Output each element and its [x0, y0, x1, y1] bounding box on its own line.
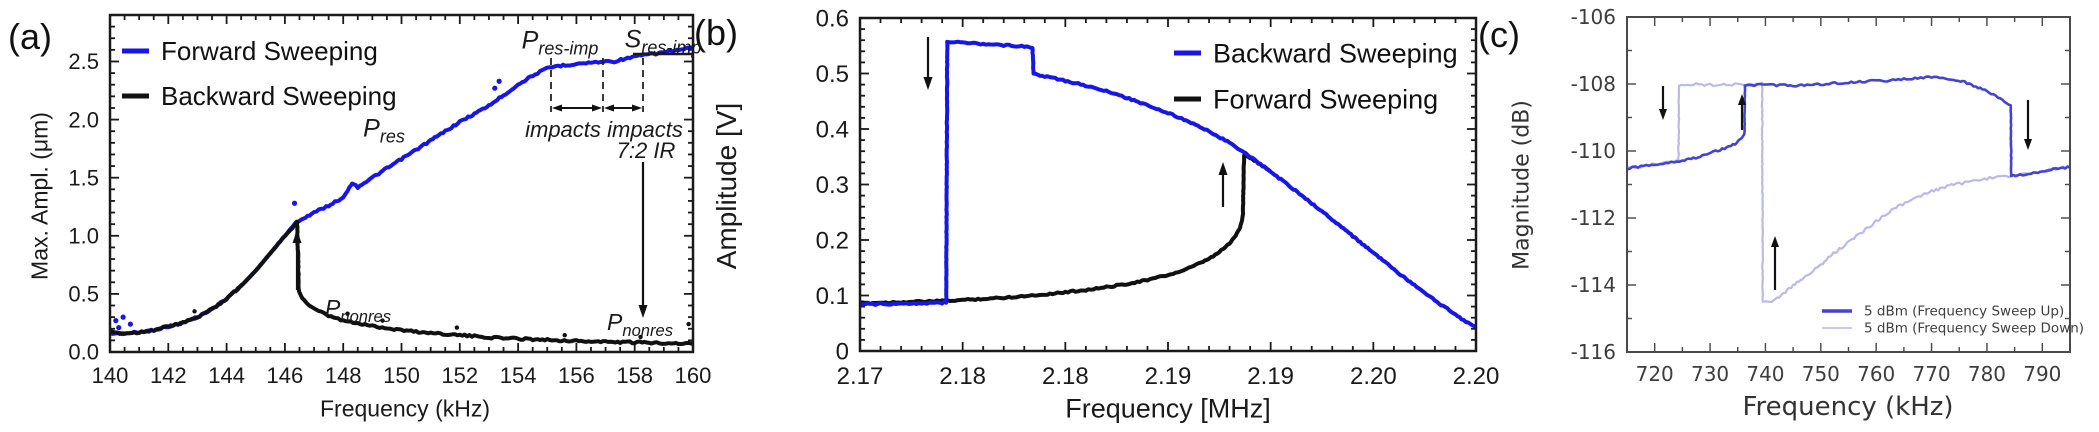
arrowhead	[1771, 236, 1779, 247]
x-tick-label: 2.19	[1247, 363, 1294, 390]
x-tick-label: 2.18	[939, 363, 986, 390]
scatter-point	[192, 309, 197, 314]
scatter-point	[686, 321, 691, 327]
x-tick-label: 160	[675, 363, 712, 388]
legend-label-forward-sweeping: Forward Sweeping	[1213, 84, 1438, 114]
y-tick-label: 1.5	[68, 165, 99, 190]
x-tick-label: 154	[500, 363, 537, 388]
plot-border-b	[858, 16, 1478, 353]
panel-c: 720 730 740 750 760 770 780 790 -116 -114 -112 -110…	[1571, 5, 2084, 386]
scatter-point	[562, 332, 567, 338]
plot-border-c	[1626, 16, 2071, 353]
x-tick-label: 780	[1968, 362, 2006, 386]
legend-label-backward-sweeping: Backward Sweeping	[1213, 38, 1458, 68]
arrowhead	[1738, 94, 1746, 105]
x-tick-label: 760	[1857, 362, 1895, 386]
y-tick-label: -114	[1571, 273, 1616, 297]
series-backward-sweeping	[110, 219, 693, 346]
x-tick-label: 790	[2023, 362, 2061, 386]
x-tick-label: 140	[92, 363, 129, 388]
x-tick-label: 142	[150, 363, 187, 388]
arrowhead	[923, 77, 933, 90]
legend-label-backward-sweeping: Backward Sweeping	[161, 81, 397, 111]
y-tick-label: -116	[1571, 340, 1616, 364]
series-5-dbm-frequency-sweep-down	[1627, 81, 2070, 304]
x-tick-label: 2.18	[1042, 363, 1089, 390]
scatter-point	[638, 334, 643, 340]
x-tick-label: 750	[1802, 362, 1840, 386]
y-tick-label: -110	[1571, 139, 1616, 163]
series-5-dbm-frequency-sweep-up	[1627, 75, 2070, 178]
y-tick-label: 0.5	[816, 61, 849, 88]
legend-label-forward-sweeping: Forward Sweeping	[161, 36, 378, 66]
y-tick-label: -106	[1571, 5, 1616, 29]
y-tick-label: 0.1	[816, 283, 849, 310]
x-tick-label: 740	[1746, 362, 1784, 386]
y-tick-label: 0.0	[68, 340, 99, 365]
plot-border-a	[108, 13, 695, 354]
x-tick-label: 2.20	[1350, 363, 1397, 390]
y-tick-label: 1.0	[68, 223, 99, 248]
x-tick-label: 144	[208, 363, 245, 388]
scatter-point	[345, 311, 350, 316]
x-tick-label: 2.20	[1453, 363, 1500, 390]
x-tick-label: 152	[441, 363, 478, 388]
arrowhead	[638, 305, 648, 318]
arrowhead	[632, 104, 642, 112]
scatter-point	[496, 78, 502, 84]
y-tick-label: 0.5	[68, 282, 99, 307]
x-tick-label: 148	[325, 363, 362, 388]
arrowhead	[592, 104, 602, 112]
y-tick-label: 2.0	[68, 107, 99, 132]
arrowhead	[604, 104, 614, 112]
arrowhead	[1659, 109, 1667, 120]
legend-label-5-dbm-frequency-sweep-down: 5 dBm (Frequency Sweep Down)	[1864, 321, 2084, 337]
y-tick-label: 0.4	[816, 116, 849, 143]
legend-label-5-dbm-frequency-sweep-up: 5 dBm (Frequency Sweep Up)	[1864, 304, 2064, 320]
x-tick-label: 2.19	[1145, 363, 1192, 390]
scatter-point	[291, 200, 298, 206]
scatter-point	[454, 325, 460, 330]
x-tick-label: 156	[558, 363, 595, 388]
x-tick-label: 158	[616, 363, 653, 388]
y-tick-label: -112	[1571, 206, 1616, 230]
series-forward-sweeping	[860, 153, 1272, 306]
y-tick-label: 2.5	[68, 49, 99, 74]
y-tick-label: 0	[836, 338, 849, 365]
arrowhead	[2024, 139, 2032, 150]
x-tick-label: 2.17	[837, 363, 884, 390]
y-tick-label: 0.2	[816, 227, 849, 254]
x-tick-label: 720	[1636, 362, 1674, 386]
panel-a: 140 142 144 146 148 150 152 154 156 158 160 0.0 0.5 1…	[68, 13, 712, 388]
x-tick-label: 770	[1912, 362, 1950, 386]
scatter-point	[492, 85, 498, 91]
scatter-point	[113, 318, 119, 324]
x-tick-label: 146	[267, 363, 304, 388]
arrowhead	[1218, 162, 1228, 175]
x-tick-label: 150	[383, 363, 420, 388]
panel-b: 2.17 2.18 2.18 2.19 2.19 2.20 2.20 0 0.1 0.2 0.3 0.…	[816, 5, 1500, 390]
scatter-point	[116, 324, 122, 331]
y-tick-label: -108	[1571, 72, 1616, 96]
y-tick-label: 0.3	[816, 172, 849, 199]
arrowhead	[292, 230, 302, 243]
scatter-point	[120, 314, 126, 320]
scatter-point	[127, 321, 134, 327]
x-tick-label: 730	[1691, 362, 1729, 386]
series-backward-sweeping	[860, 39, 1476, 329]
scatter-point	[380, 318, 385, 323]
y-tick-label: 0.6	[816, 5, 849, 32]
arrowhead	[552, 104, 562, 112]
